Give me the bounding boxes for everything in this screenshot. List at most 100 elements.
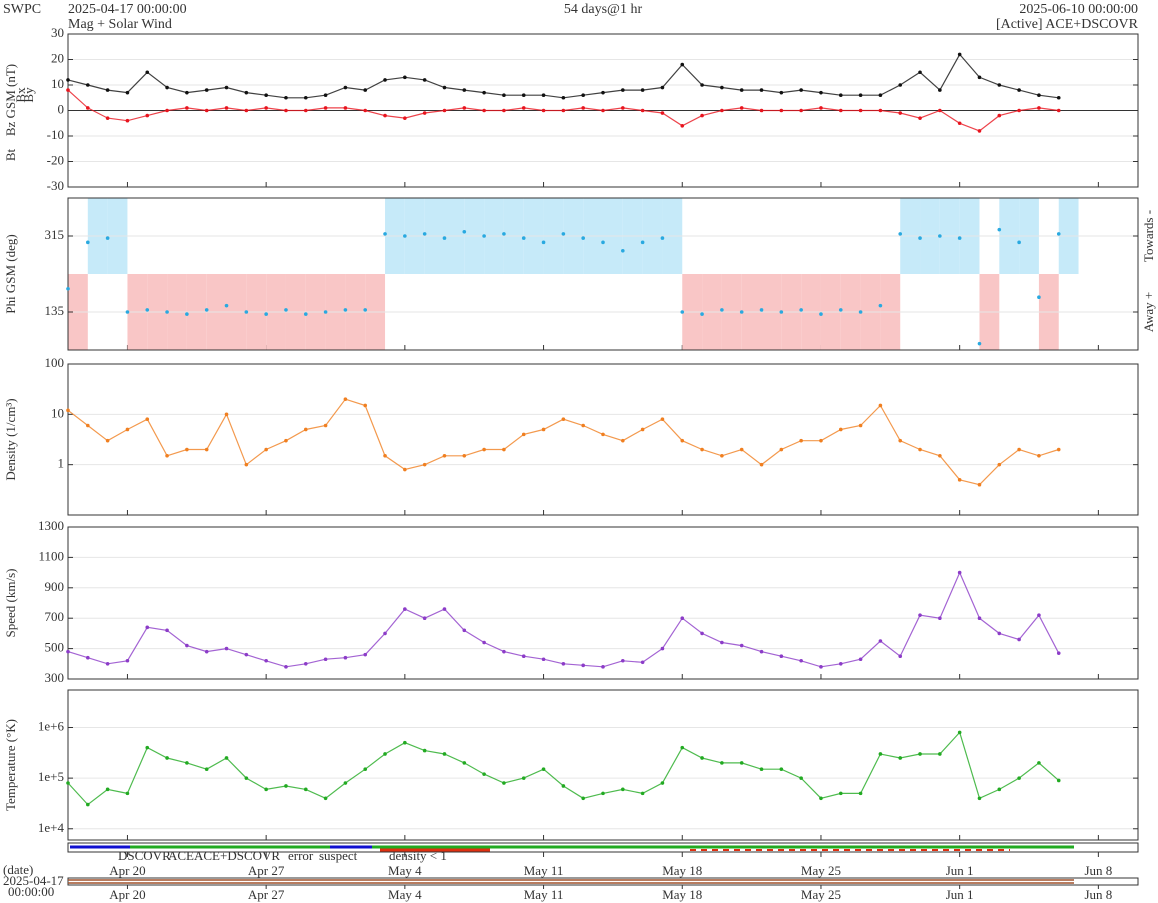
- data-point: [1037, 106, 1041, 110]
- footer-time: 00:00:00: [8, 884, 54, 899]
- data-point: [680, 310, 685, 314]
- data-point: [561, 417, 566, 422]
- data-point: [323, 106, 328, 110]
- span: 54 days@1 hr: [564, 2, 643, 17]
- start-time: 2025-04-17 00:00:00: [68, 2, 187, 17]
- data-point: [422, 748, 427, 753]
- data-point: [541, 427, 546, 432]
- data-point: [739, 310, 744, 314]
- data-point: [581, 663, 585, 668]
- x-tick-label: May 18: [662, 887, 702, 902]
- data-point: [898, 111, 903, 115]
- footer-label: (date): [3, 862, 33, 877]
- data-point: [799, 438, 803, 443]
- data-point: [957, 52, 962, 57]
- data-point: [284, 108, 288, 113]
- data-point: [502, 232, 506, 236]
- data-point: [878, 108, 883, 113]
- y-axis-label: Phi GSM (deg): [3, 234, 18, 313]
- data-point: [105, 438, 110, 443]
- data-point: [422, 111, 427, 115]
- data-point: [383, 752, 387, 756]
- data-point: [482, 90, 486, 95]
- data-point: [204, 447, 209, 452]
- data-point: [957, 236, 962, 240]
- data-point: [343, 781, 348, 785]
- data-point: [779, 108, 784, 113]
- data-point: [204, 108, 209, 113]
- data-point: [145, 308, 150, 312]
- x-tick-label: May 25: [801, 863, 841, 878]
- data-point: [660, 781, 665, 785]
- data-point: [462, 88, 467, 92]
- y-tick-label: 10: [51, 405, 64, 420]
- end-time: 2025-06-10 00:00:00: [1019, 2, 1138, 17]
- data-point: [1037, 454, 1041, 458]
- data-point: [442, 85, 447, 90]
- data-point: [700, 756, 704, 760]
- data-point: [640, 427, 645, 432]
- data-point: [739, 106, 744, 110]
- data-point: [125, 658, 130, 663]
- data-point: [462, 628, 467, 633]
- data-point: [997, 83, 1002, 87]
- data-point: [838, 308, 843, 312]
- data-point: [838, 662, 843, 666]
- data-point: [720, 454, 724, 458]
- data-point: [898, 654, 903, 658]
- x-tick-label: May 4: [388, 863, 422, 878]
- data-point: [977, 341, 982, 346]
- y-tick-label: 30: [51, 25, 64, 40]
- data-point: [997, 631, 1002, 636]
- series-line: [67, 53, 1059, 99]
- data-point: [422, 462, 427, 467]
- data-point: [858, 657, 863, 662]
- footer-date: 2025-04-17: [3, 873, 64, 888]
- x-tick-label: May 11: [524, 887, 564, 902]
- data-point: [403, 75, 407, 80]
- data-point: [997, 462, 1002, 467]
- data-point: [145, 745, 150, 750]
- series-line: [67, 731, 1060, 806]
- data-point: [224, 756, 229, 760]
- source-legend-entry: DSCOVR: [118, 848, 171, 863]
- data-point: [86, 240, 90, 245]
- data-point: [759, 88, 764, 92]
- data-point: [403, 234, 407, 238]
- data-point: [86, 106, 90, 110]
- x-tick-label: Apr 20: [109, 863, 145, 878]
- y-tick-label: 135: [45, 303, 65, 318]
- data-point: [997, 787, 1002, 792]
- data-point: [561, 95, 566, 100]
- data-point: [819, 106, 823, 110]
- x-tick-label: May 25: [801, 887, 841, 902]
- y-axis-label: Temperature (°K): [3, 719, 18, 811]
- data-point: [601, 665, 605, 669]
- data-point: [739, 761, 744, 765]
- panel-frame: [67, 197, 1139, 351]
- data-point: [165, 628, 169, 633]
- data-point: [363, 88, 368, 92]
- data-point: [224, 106, 229, 110]
- x-tick-label: Apr 27: [248, 863, 285, 878]
- data-point: [799, 308, 803, 312]
- data-point: [759, 108, 764, 113]
- data-point: [125, 118, 130, 123]
- data-point: [819, 796, 823, 801]
- x-tick-label: Jun 1: [946, 863, 974, 878]
- data-point: [165, 108, 169, 113]
- data-point: [66, 408, 70, 413]
- data-point: [898, 83, 903, 87]
- product: Mag + Solar Wind: [68, 17, 172, 32]
- y-axis-label: Bt: [3, 148, 18, 161]
- data-point: [343, 655, 348, 660]
- y-tick-label: 315: [45, 227, 65, 242]
- data-point: [581, 796, 585, 801]
- data-point: [799, 776, 803, 780]
- data-point: [303, 95, 308, 100]
- data-point: [561, 784, 566, 788]
- data-point: [541, 240, 546, 245]
- y-tick-label: 500: [45, 640, 65, 655]
- data-point: [502, 108, 506, 113]
